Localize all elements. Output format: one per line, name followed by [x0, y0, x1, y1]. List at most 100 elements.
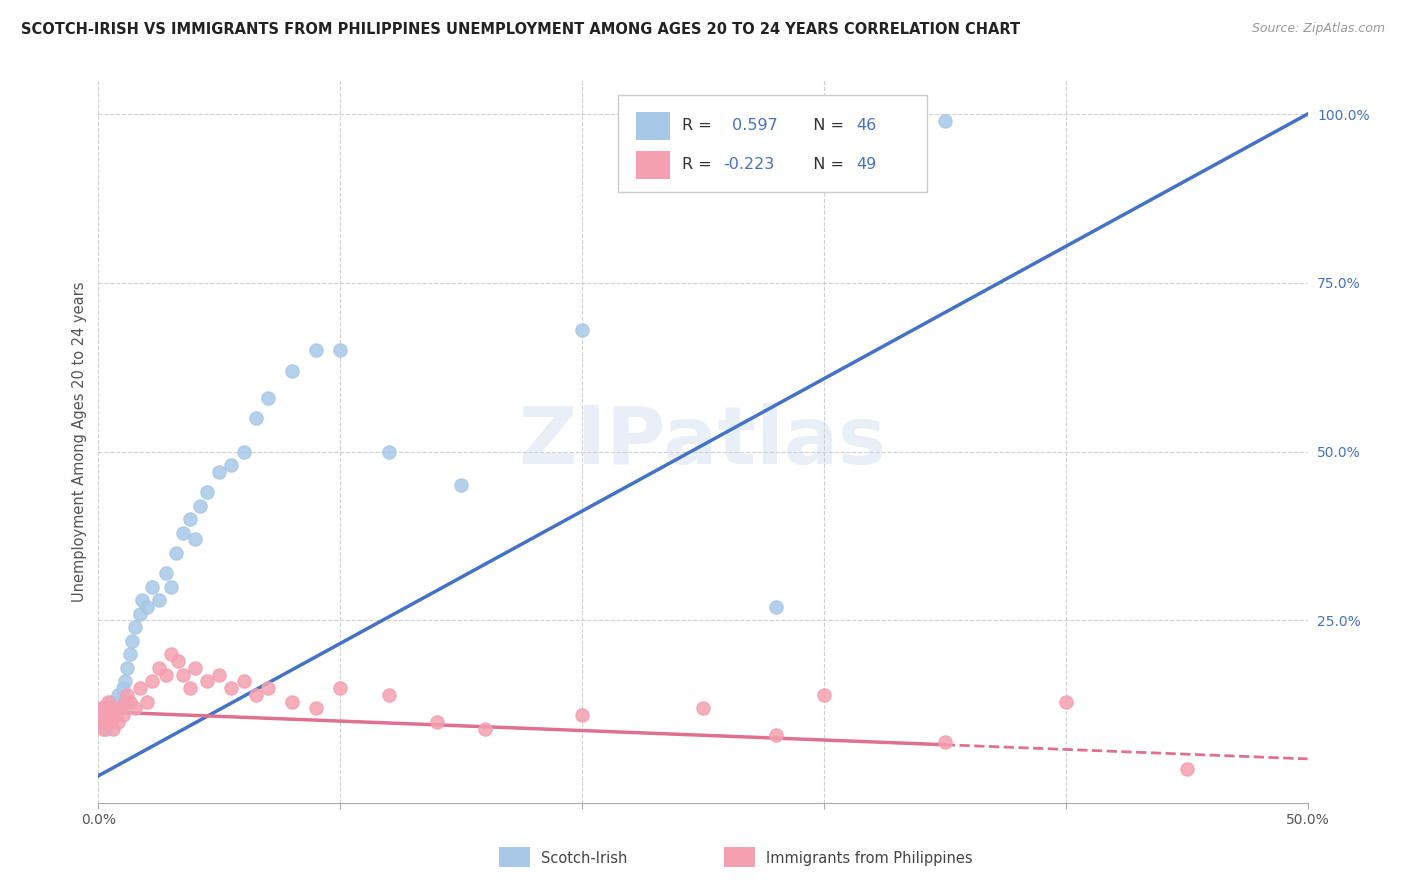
Point	[117, 661, 139, 675]
Point	[94, 722, 117, 736]
Point	[91, 701, 114, 715]
Point	[97, 701, 120, 715]
Point	[90, 714, 112, 729]
Point	[188, 499, 211, 513]
Point	[111, 681, 134, 695]
Point	[160, 647, 183, 661]
Point	[208, 667, 231, 681]
Text: R =: R =	[682, 157, 717, 172]
Point	[571, 323, 593, 337]
Y-axis label: Unemployment Among Ages 20 to 24 years: Unemployment Among Ages 20 to 24 years	[72, 281, 87, 602]
Point	[813, 688, 835, 702]
Point	[474, 722, 496, 736]
Text: -0.223: -0.223	[724, 157, 775, 172]
Point	[281, 694, 304, 708]
Point	[426, 714, 449, 729]
Bar	[499, 847, 530, 867]
Point	[128, 607, 150, 621]
Point	[221, 681, 243, 695]
Point	[155, 667, 177, 681]
Point	[94, 714, 117, 729]
Bar	[637, 112, 671, 139]
FancyBboxPatch shape	[619, 95, 927, 193]
Point	[329, 343, 352, 358]
Text: N =: N =	[803, 157, 849, 172]
Point	[111, 708, 134, 723]
Point	[256, 681, 278, 695]
Point	[377, 688, 399, 702]
Text: 49: 49	[856, 157, 877, 172]
Text: Immigrants from Philippines: Immigrants from Philippines	[766, 851, 973, 865]
Point	[141, 674, 163, 689]
Point	[90, 701, 112, 715]
Text: SCOTCH-IRISH VS IMMIGRANTS FROM PHILIPPINES UNEMPLOYMENT AMONG AGES 20 TO 24 YEA: SCOTCH-IRISH VS IMMIGRANTS FROM PHILIPPI…	[21, 22, 1021, 37]
Point	[221, 458, 243, 472]
Point	[765, 599, 787, 614]
Point	[167, 654, 190, 668]
Point	[184, 533, 207, 547]
Point	[90, 714, 112, 729]
Point	[1054, 694, 1077, 708]
Point	[450, 478, 472, 492]
Point	[172, 667, 194, 681]
Point	[131, 593, 153, 607]
Point	[135, 599, 157, 614]
Point	[97, 694, 120, 708]
Point	[104, 708, 127, 723]
Point	[104, 701, 127, 715]
Point	[571, 708, 593, 723]
Text: 0.597: 0.597	[727, 119, 778, 133]
Point	[90, 708, 112, 723]
Point	[208, 465, 231, 479]
Point	[934, 113, 956, 128]
Point	[117, 688, 139, 702]
Point	[377, 444, 399, 458]
Point	[179, 681, 201, 695]
Point	[91, 722, 114, 736]
Point	[94, 714, 117, 729]
Point	[90, 708, 112, 723]
Point	[305, 343, 328, 358]
Point	[305, 701, 328, 715]
Point	[101, 708, 124, 723]
Bar	[724, 847, 755, 867]
Point	[934, 735, 956, 749]
Point	[184, 661, 207, 675]
Point	[97, 708, 120, 723]
Point	[148, 593, 170, 607]
Point	[91, 708, 114, 723]
Point	[281, 364, 304, 378]
Point	[179, 512, 201, 526]
Point	[114, 674, 136, 689]
Point	[100, 714, 122, 729]
Point	[172, 525, 194, 540]
Point	[101, 722, 124, 736]
Point	[100, 694, 122, 708]
Point	[91, 714, 114, 729]
Point	[692, 701, 714, 715]
Point	[107, 688, 129, 702]
Point	[100, 714, 122, 729]
Point	[245, 411, 267, 425]
Point	[1175, 762, 1198, 776]
Point	[118, 694, 141, 708]
Text: 46: 46	[856, 119, 877, 133]
Point	[765, 728, 787, 742]
Point	[155, 566, 177, 581]
Point	[232, 444, 254, 458]
Point	[100, 701, 122, 715]
Point	[124, 701, 146, 715]
Point	[94, 701, 117, 715]
Point	[107, 714, 129, 729]
Point	[97, 708, 120, 723]
Point	[195, 485, 218, 500]
Text: Scotch-Irish: Scotch-Irish	[541, 851, 627, 865]
Point	[114, 694, 136, 708]
Point	[245, 688, 267, 702]
Point	[160, 580, 183, 594]
Point	[232, 674, 254, 689]
Point	[108, 694, 131, 708]
Point	[135, 694, 157, 708]
Text: R =: R =	[682, 119, 717, 133]
Text: Source: ZipAtlas.com: Source: ZipAtlas.com	[1251, 22, 1385, 36]
